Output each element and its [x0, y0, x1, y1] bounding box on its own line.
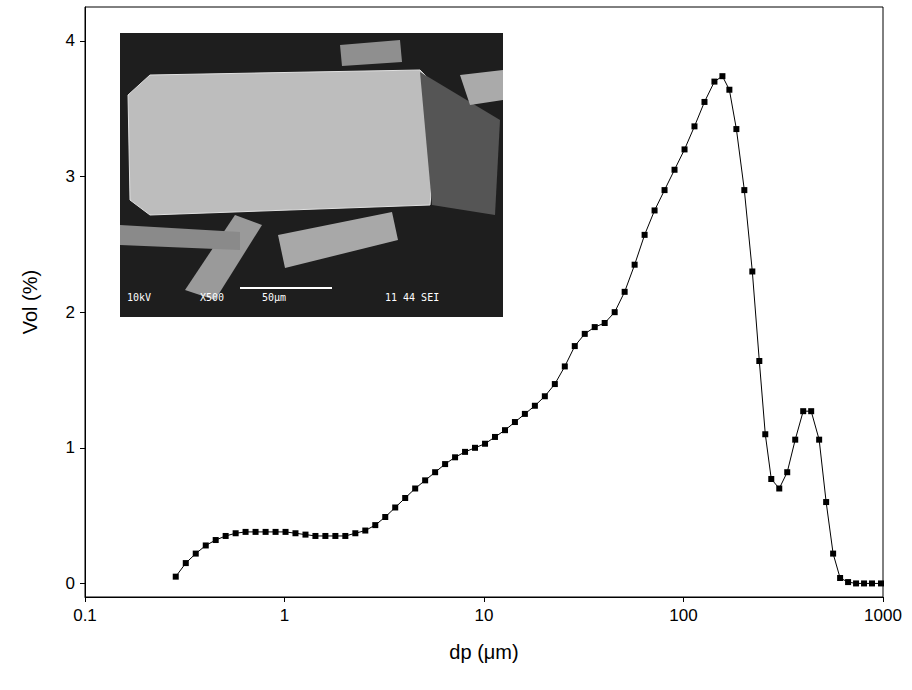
svg-text:Vol (%): Vol (%) [19, 270, 41, 334]
svg-text:10: 10 [475, 606, 494, 625]
svg-text:1: 1 [66, 438, 75, 457]
svg-text:X500: X500 [200, 292, 224, 303]
svg-text:3: 3 [66, 167, 75, 186]
svg-text:100: 100 [669, 606, 697, 625]
svg-text:50μm: 50μm [262, 292, 286, 303]
svg-text:0: 0 [66, 574, 75, 593]
svg-text:dp (μm): dp (μm) [449, 641, 518, 663]
svg-text:4: 4 [66, 31, 75, 50]
svg-text:1000: 1000 [864, 606, 902, 625]
svg-text:0.1: 0.1 [73, 606, 97, 625]
svg-text:10kV: 10kV [127, 292, 151, 303]
svg-text:1: 1 [280, 606, 289, 625]
svg-text:11 44 SEI: 11 44 SEI [385, 292, 439, 303]
svg-text:2: 2 [66, 303, 75, 322]
